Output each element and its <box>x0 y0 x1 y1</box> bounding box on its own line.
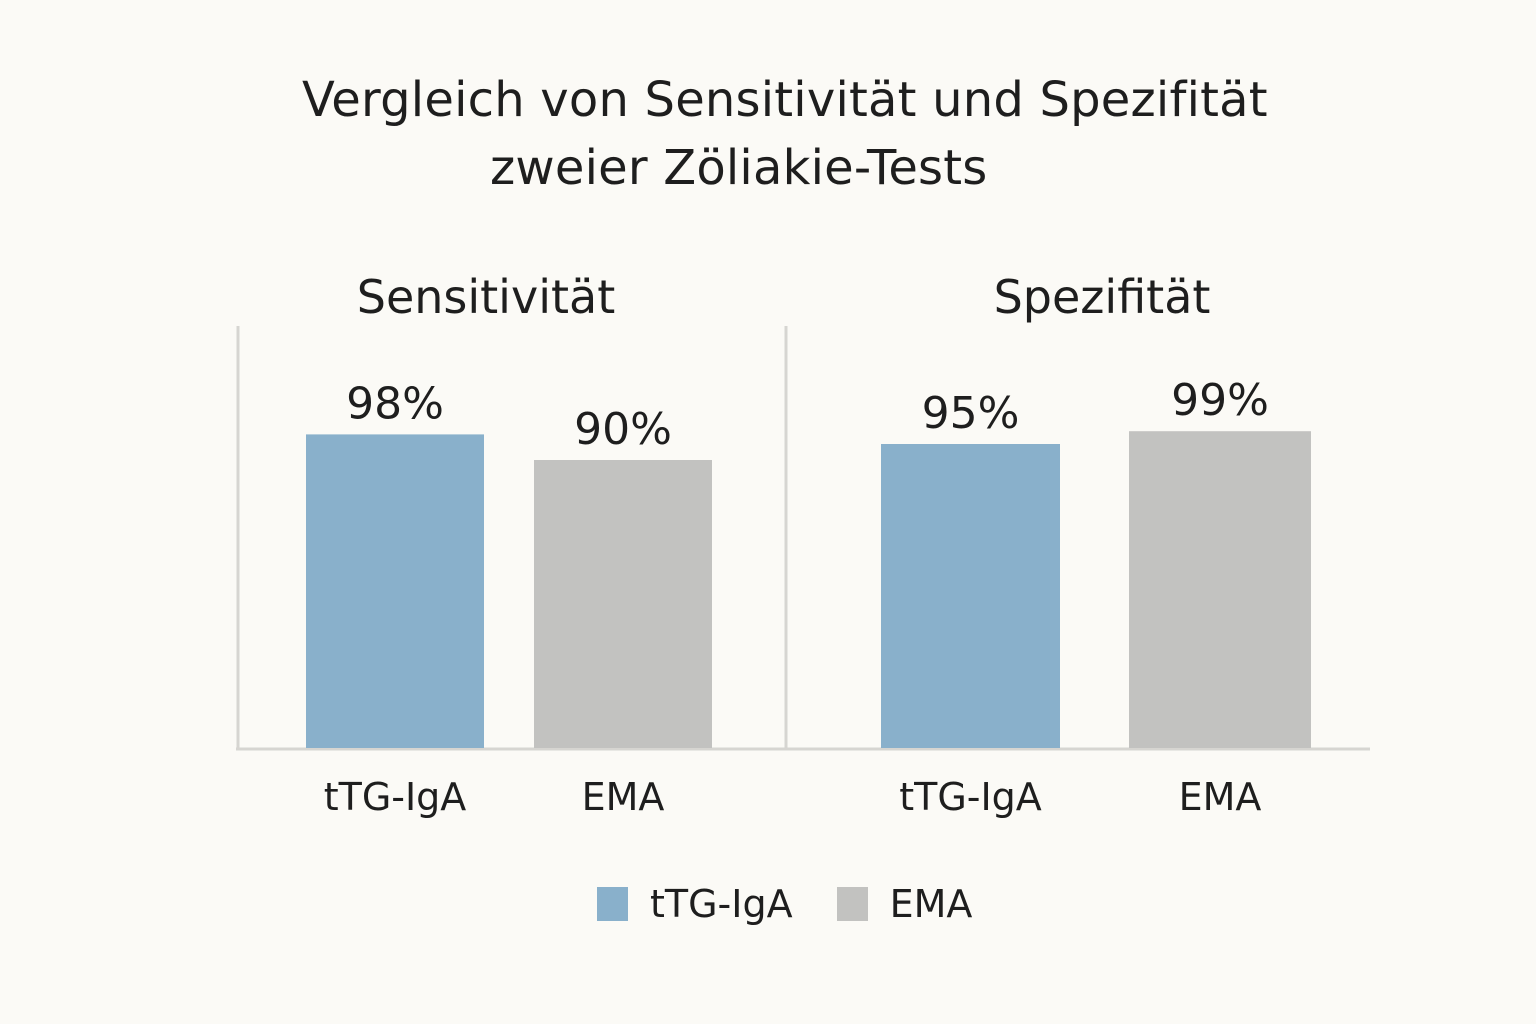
data-label-spezifit-t-ema: 99% <box>1171 375 1269 426</box>
legend: tTG-IgA EMA <box>597 882 972 926</box>
chart-title-line-1: Vergleich von Sensitivität und Spezifitä… <box>302 72 1268 128</box>
x-tick-label-spezifit-t-ttg-iga: tTG-IgA <box>899 775 1042 819</box>
legend-label-ttg-iga: tTG-IgA <box>650 882 793 926</box>
data-label-sensitivit-t-ttg-iga: 98% <box>346 378 444 429</box>
panel-title-spezifit-t: Spezifität <box>994 270 1211 324</box>
legend-item-ema: EMA <box>836 882 973 926</box>
bar-sensitivit-t-ttg-iga <box>306 434 484 748</box>
legend-swatch-ttg-iga <box>597 887 628 921</box>
panel-title-sensitivit-t: Sensitivität <box>357 270 615 324</box>
x-tick-label-sensitivit-t-ema: EMA <box>582 775 665 819</box>
bar-spezifit-t-ema <box>1129 431 1311 748</box>
bar-sensitivit-t-ema <box>534 460 712 748</box>
x-tick-label-sensitivit-t-ttg-iga: tTG-IgA <box>324 775 467 819</box>
legend-item-ttg-iga: tTG-IgA <box>597 882 793 926</box>
data-label-sensitivit-t-ema: 90% <box>574 404 672 455</box>
x-tick-label-spezifit-t-ema: EMA <box>1179 775 1262 819</box>
data-label-spezifit-t-ttg-iga: 95% <box>922 388 1020 439</box>
bar-spezifit-t-ttg-iga <box>881 444 1060 748</box>
chart-title-line-2: zweier Zöliakie-Tests <box>490 140 988 196</box>
legend-swatch-ema <box>836 887 868 921</box>
legend-label-ema: EMA <box>889 882 973 926</box>
